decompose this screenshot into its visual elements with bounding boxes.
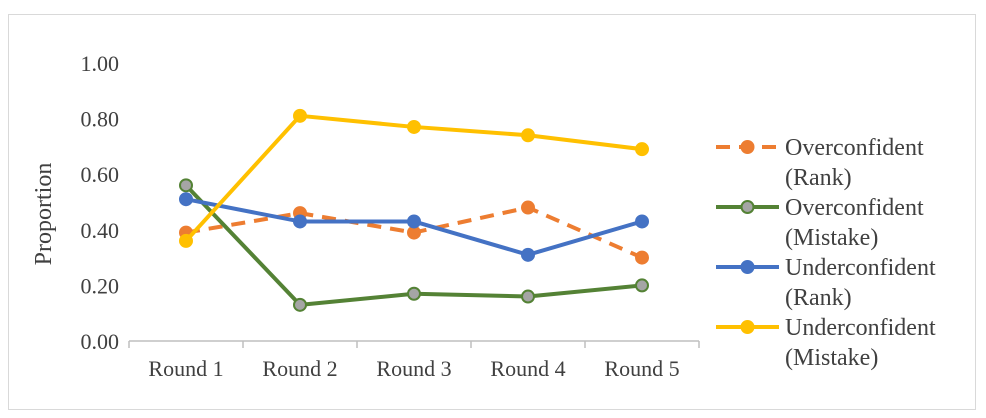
- legend-label: Overconfident: [785, 135, 924, 161]
- legend-label: (Mistake): [785, 345, 878, 371]
- data-point: [635, 214, 649, 229]
- x-axis: Round 1 Round 2 Round 3 Round 4 Round 5: [128, 340, 700, 381]
- y-axis: 0.00 0.20 0.40 0.60 0.80 1.00: [81, 51, 120, 354]
- data-point: [293, 214, 307, 229]
- data-point: [293, 108, 307, 123]
- data-point: [635, 278, 649, 293]
- legend-marker: [740, 260, 755, 274]
- x-tick-label: Round 1: [148, 356, 223, 381]
- legend-marker: [740, 140, 755, 154]
- data-point: [635, 142, 649, 157]
- data-point: [521, 128, 535, 143]
- legend-label: (Rank): [785, 285, 852, 311]
- data-point: [407, 286, 421, 301]
- y-tick-label: 0.40: [81, 218, 120, 243]
- x-tick-label: Round 2: [262, 356, 337, 381]
- data-point: [521, 247, 535, 262]
- legend-label: (Rank): [785, 165, 852, 191]
- y-tick-label: 0.20: [81, 273, 120, 298]
- x-tick-label: Round 5: [604, 356, 679, 381]
- data-point: [179, 178, 193, 193]
- legend-label: Underconfident: [785, 255, 936, 281]
- data-point: [179, 192, 193, 207]
- data-point: [179, 233, 193, 248]
- legend-label: Overconfident: [785, 195, 924, 221]
- data-point: [521, 200, 535, 215]
- data-point: [635, 250, 649, 265]
- data-point: [407, 119, 421, 134]
- y-tick-label: 0.60: [81, 162, 120, 187]
- series-layer: [179, 108, 649, 312]
- y-tick-label: 0.00: [81, 329, 120, 354]
- legend-label: (Mistake): [785, 225, 878, 251]
- data-point: [293, 297, 307, 312]
- y-axis-title: Proportion: [31, 163, 57, 266]
- legend-label: Underconfident: [785, 315, 936, 341]
- legend-marker: [740, 200, 755, 214]
- y-tick-label: 1.00: [81, 51, 120, 76]
- legend-marker: [740, 320, 755, 334]
- data-point: [521, 289, 535, 304]
- x-tick-label: Round 4: [490, 356, 565, 381]
- x-tick-label: Round 3: [376, 356, 451, 381]
- legend: Overconfident (Rank) Overconfident (Mistake…: [716, 135, 936, 371]
- data-point: [407, 214, 421, 229]
- y-tick-label: 0.80: [81, 107, 120, 132]
